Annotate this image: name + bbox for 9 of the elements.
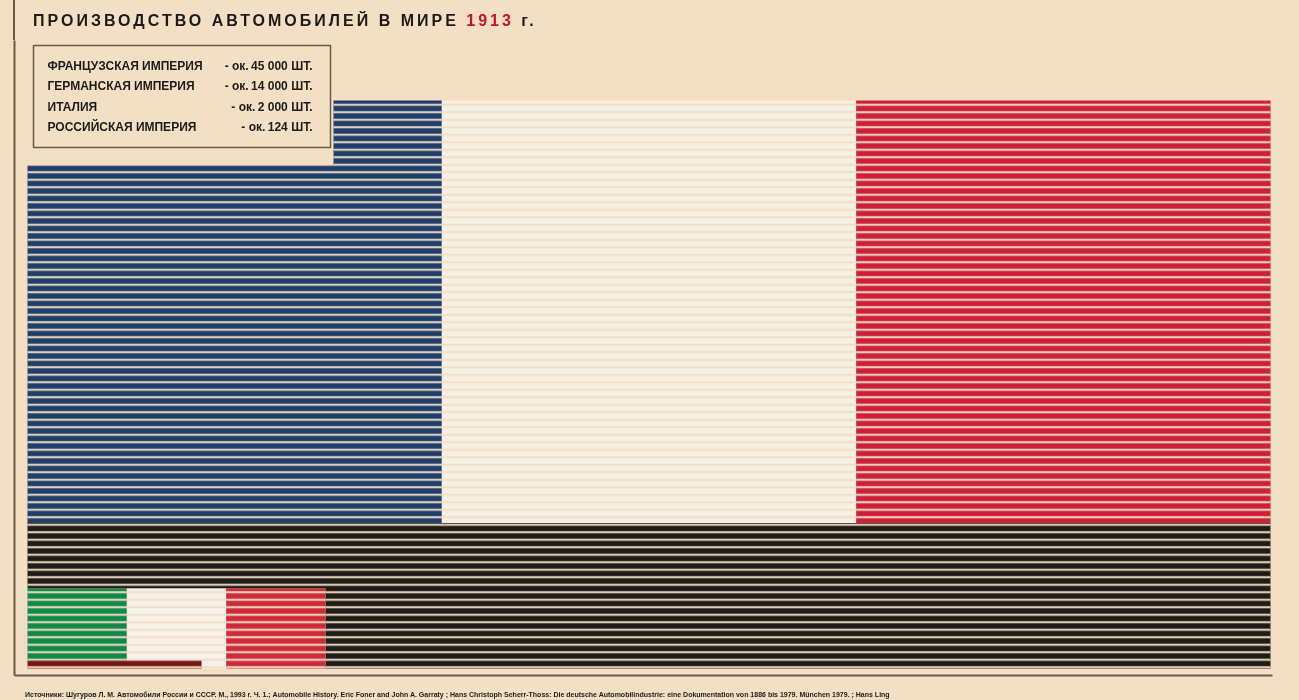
category-label: ФРАНЦУЗСКАЯ ИМПЕРИЯ bbox=[47, 58, 203, 73]
text: ПРОИЗВОДСТВО АВТОМОБИЛЕЙ В МИРЕ 1913 г. bbox=[33, 10, 537, 31]
category-label: ГЕРМАНСКАЯ ИМПЕРИЯ bbox=[47, 79, 195, 94]
data-label: - ок. 2 000 ШТ. bbox=[231, 99, 313, 114]
category-label: РОССИЙСКАЯ ИМПЕРИЯ bbox=[47, 119, 197, 135]
data-label: - ок. 14 000 ШТ. bbox=[224, 79, 313, 94]
category-label: ИТАЛИЯ bbox=[47, 99, 98, 114]
data-label: - ок. 124 ШТ. bbox=[241, 120, 313, 135]
data-label: - ок. 45 000 ШТ. bbox=[224, 58, 313, 73]
